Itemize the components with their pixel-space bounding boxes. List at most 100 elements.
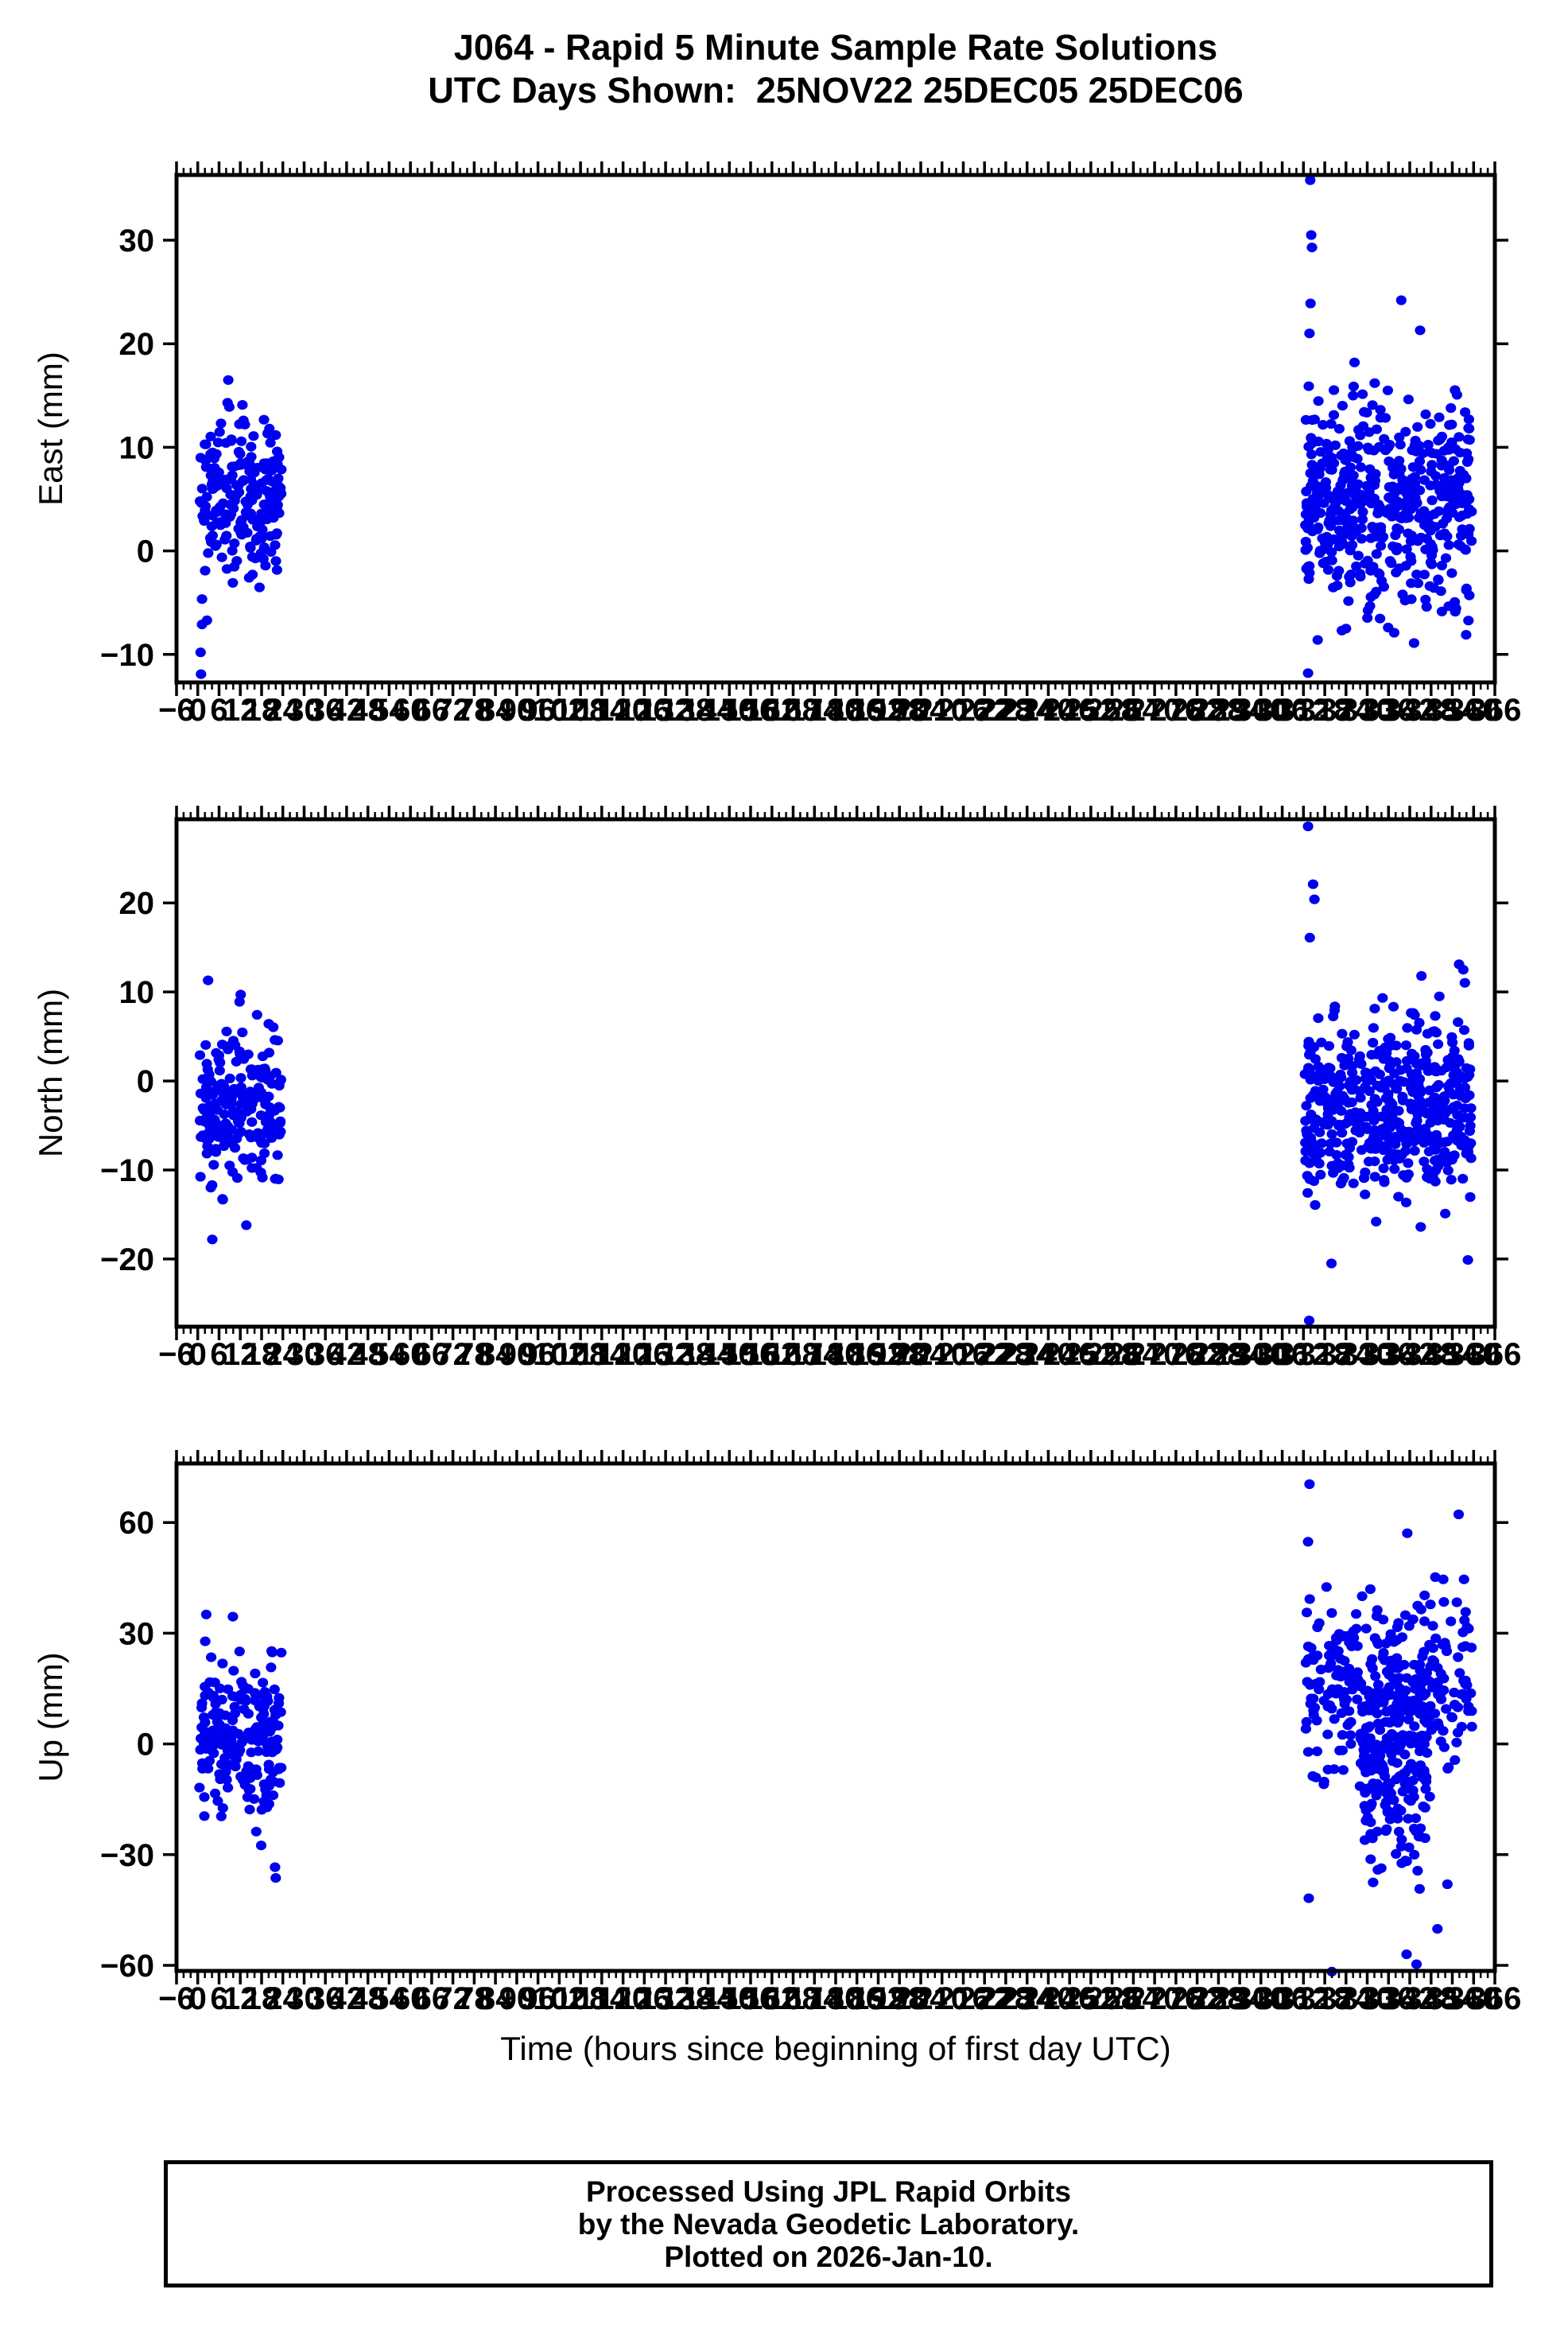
svg-text:156: 156 [724, 1981, 778, 2016]
svg-text:60: 60 [119, 1506, 155, 1541]
svg-text:102: 102 [533, 693, 586, 728]
svg-text:354: 354 [1426, 1981, 1479, 2016]
east-y-tick-labels: 30 20 10 0 −10 [100, 223, 154, 673]
svg-text:198: 198 [873, 1337, 926, 1372]
svg-text:0: 0 [137, 534, 154, 569]
svg-text:186: 186 [830, 1981, 883, 2016]
svg-text:156: 156 [724, 1337, 778, 1372]
svg-text:216: 216 [937, 1981, 990, 2016]
svg-text:150: 150 [703, 1337, 756, 1372]
svg-text:360: 360 [1447, 1981, 1500, 2016]
svg-text:192: 192 [852, 1337, 905, 1372]
svg-text:318: 318 [1298, 693, 1352, 728]
svg-text:96: 96 [520, 1981, 556, 2016]
svg-text:0: 0 [137, 1728, 154, 1763]
east-x-tick-labels: −60 6121824303642485460667278849096102108… [158, 693, 1521, 728]
svg-text:−6: −6 [158, 693, 195, 728]
svg-text:36: 36 [308, 1981, 343, 2016]
svg-text:246: 246 [1043, 1981, 1096, 2016]
svg-text:366: 366 [1469, 693, 1522, 728]
svg-text:0: 0 [137, 1064, 154, 1099]
svg-text:342: 342 [1384, 1981, 1437, 2016]
svg-text:138: 138 [660, 1337, 713, 1372]
svg-text:270: 270 [1128, 1337, 1182, 1372]
svg-text:300: 300 [1234, 693, 1287, 728]
svg-text:126: 126 [618, 1337, 671, 1372]
svg-text:204: 204 [895, 1981, 948, 2016]
svg-text:360: 360 [1447, 1337, 1500, 1372]
north-plot-frame [174, 817, 1497, 1329]
svg-text:84: 84 [478, 693, 514, 728]
svg-text:318: 318 [1298, 1981, 1352, 2016]
svg-text:6: 6 [210, 1981, 227, 2016]
svg-text:0: 0 [189, 1981, 207, 2016]
svg-text:258: 258 [1085, 1337, 1139, 1372]
svg-text:78: 78 [456, 1337, 492, 1372]
svg-text:126: 126 [618, 1981, 671, 2016]
footer-line-laboratory: by the Nevada Geodetic Laboratory. [577, 2208, 1080, 2241]
svg-text:114: 114 [576, 693, 628, 728]
svg-text:162: 162 [745, 1337, 798, 1372]
svg-text:252: 252 [1065, 1981, 1118, 2016]
svg-text:−10: −10 [100, 638, 154, 673]
svg-text:192: 192 [852, 1981, 905, 2016]
svg-text:306: 306 [1256, 693, 1309, 728]
east-y-ticks [163, 239, 1508, 656]
svg-text:210: 210 [915, 693, 968, 728]
svg-text:228: 228 [980, 1337, 1033, 1372]
svg-text:342: 342 [1384, 693, 1437, 728]
up-x-tick-labels: −60 6121824303642485460667278849096102108… [158, 1981, 1521, 2016]
up-y-tick-labels: 60 30 0 −30 −60 [100, 1506, 154, 1984]
svg-text:18: 18 [244, 1981, 280, 2016]
svg-text:198: 198 [873, 693, 926, 728]
up-points [194, 1479, 1477, 1976]
svg-text:120: 120 [596, 693, 650, 728]
svg-text:204: 204 [895, 1337, 948, 1372]
svg-text:60: 60 [393, 1337, 429, 1372]
svg-text:60: 60 [393, 1981, 429, 2016]
svg-text:138: 138 [660, 693, 713, 728]
svg-text:18: 18 [244, 693, 280, 728]
svg-text:78: 78 [456, 693, 492, 728]
svg-text:222: 222 [958, 693, 1011, 728]
svg-text:18: 18 [244, 1337, 280, 1372]
svg-text:30: 30 [119, 223, 155, 258]
svg-text:282: 282 [1170, 1981, 1224, 2016]
up-y-ticks [163, 1521, 1508, 1967]
svg-text:126: 126 [618, 693, 671, 728]
svg-text:96: 96 [520, 1337, 556, 1372]
svg-text:342: 342 [1384, 1337, 1437, 1372]
svg-text:30: 30 [286, 693, 322, 728]
svg-text:258: 258 [1085, 1981, 1139, 2016]
svg-text:240: 240 [1022, 1337, 1075, 1372]
svg-text:24: 24 [265, 1337, 301, 1372]
svg-text:234: 234 [1000, 693, 1054, 728]
footer-line-orbits: Processed Using JPL Rapid Orbits [586, 2175, 1071, 2208]
plot-subtitle-days-shown: UTC Days Shown: 25NOV22 25DEC05 25DEC06 [428, 70, 1244, 111]
north-y-ticks [163, 901, 1508, 1261]
svg-text:54: 54 [371, 1337, 407, 1372]
svg-text:330: 330 [1341, 693, 1394, 728]
svg-text:−6: −6 [158, 1337, 195, 1372]
svg-text:270: 270 [1128, 693, 1182, 728]
svg-text:42: 42 [329, 1981, 365, 2016]
svg-text:186: 186 [830, 693, 883, 728]
svg-text:354: 354 [1426, 693, 1479, 728]
svg-text:210: 210 [915, 1337, 968, 1372]
svg-text:72: 72 [435, 1337, 471, 1372]
svg-text:234: 234 [1000, 1337, 1054, 1372]
svg-text:−30: −30 [100, 1838, 154, 1873]
svg-text:108: 108 [554, 693, 607, 728]
north-y-tick-labels: 20 10 0 −10 −20 [100, 886, 154, 1277]
svg-text:366: 366 [1469, 1337, 1522, 1372]
svg-text:276: 276 [1150, 693, 1203, 728]
svg-text:90: 90 [499, 1981, 535, 2016]
north-x-ticks [175, 806, 1496, 1340]
svg-text:174: 174 [788, 1981, 841, 2016]
svg-text:144: 144 [681, 693, 735, 728]
svg-text:228: 228 [980, 1981, 1033, 2016]
svg-text:294: 294 [1213, 1337, 1267, 1372]
